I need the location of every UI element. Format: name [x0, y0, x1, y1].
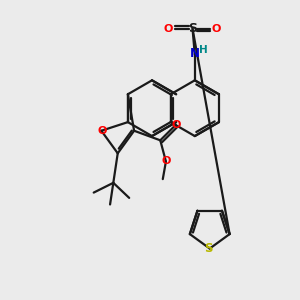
Text: O: O: [161, 157, 171, 166]
Text: N: N: [190, 47, 200, 60]
Text: H: H: [200, 46, 208, 56]
Text: S: S: [205, 242, 213, 255]
Text: O: O: [98, 126, 107, 136]
Text: O: O: [212, 24, 221, 34]
Text: S: S: [188, 22, 197, 35]
Text: O: O: [171, 120, 181, 130]
Text: O: O: [164, 24, 173, 34]
